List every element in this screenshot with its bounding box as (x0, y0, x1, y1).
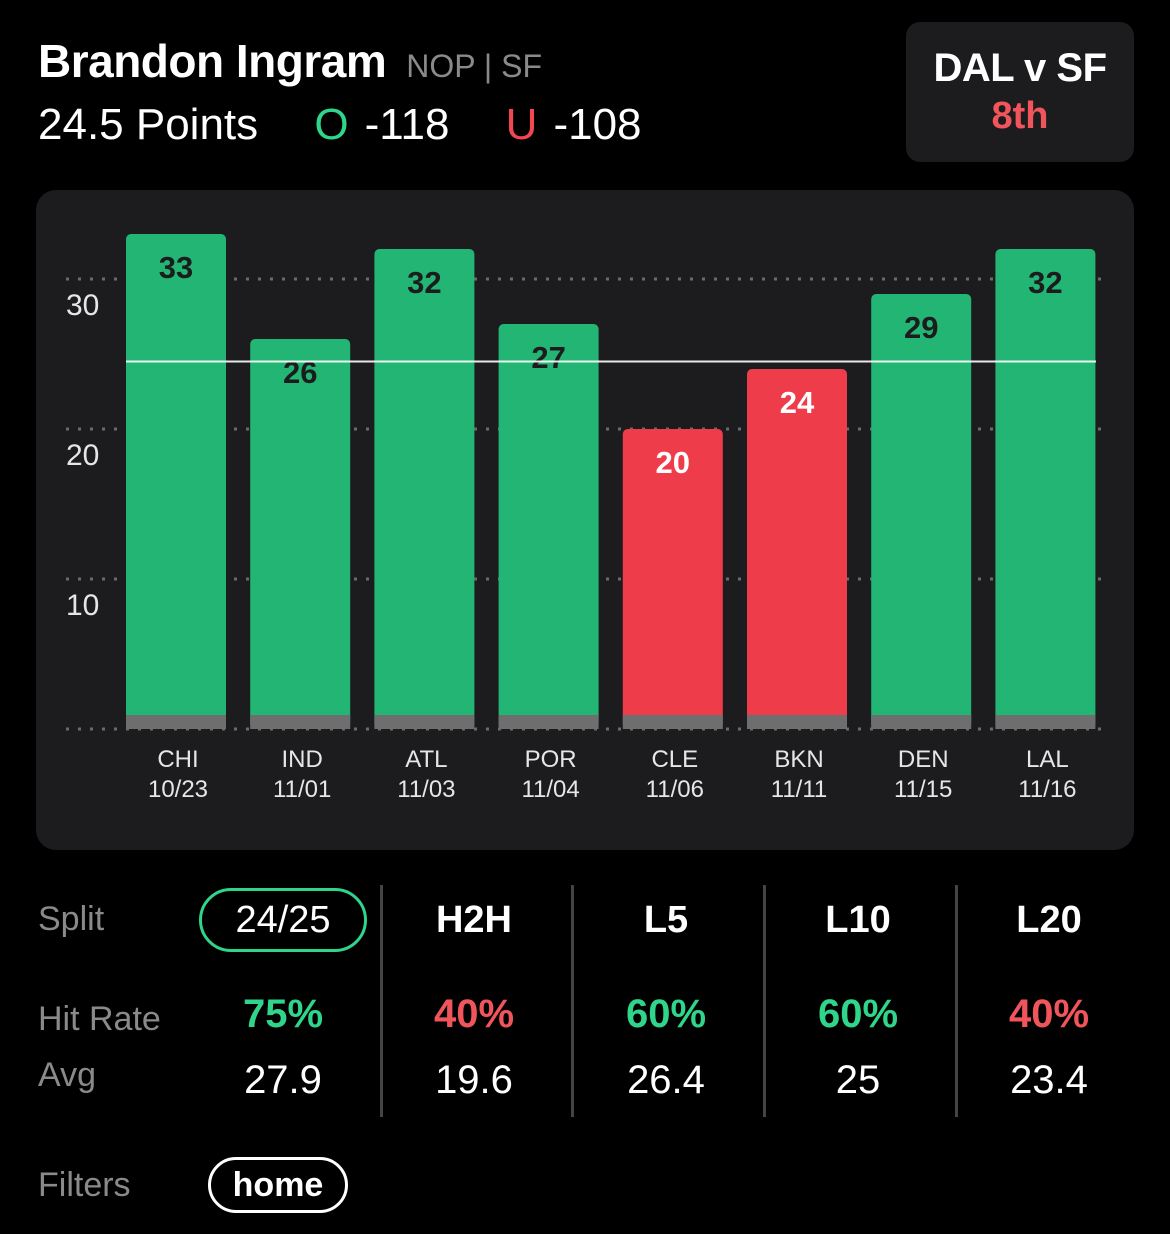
avg-value: 23.4 (1010, 1058, 1088, 1102)
over-odds[interactable]: -118 (364, 100, 450, 149)
filters-label: Filters (38, 1166, 131, 1204)
x-date-label: 11/03 (397, 776, 455, 803)
y-tick-label: 20 (66, 439, 99, 472)
split-stats: Split Hit Rate Avg 24/25 75% 27.9 H2H 40% 19.… (0, 880, 1170, 1120)
player-name: Brandon Ingram (38, 35, 387, 87)
split-column-l5: L5 60% 26.4 (570, 880, 762, 1102)
bar-base (871, 715, 972, 729)
split-tab-h2h[interactable]: H2H (435, 899, 513, 941)
avg-value: 26.4 (627, 1058, 705, 1102)
bar-base (498, 715, 599, 729)
x-date-label: 11/11 (771, 776, 828, 803)
avg-label: Avg (38, 1056, 96, 1094)
x-date-label: 11/04 (521, 776, 579, 803)
bar-chi (126, 234, 226, 729)
column-divider (955, 885, 958, 1117)
hit-rate-value: 40% (1008, 992, 1090, 1036)
hit-rate-value: 40% (433, 992, 515, 1036)
bar-lal (995, 249, 1096, 729)
x-date-label: 11/16 (1018, 776, 1076, 803)
x-date-label: 11/15 (894, 776, 952, 803)
team-info: NOP | SF (406, 48, 542, 84)
game-matchup: DAL v SF (933, 46, 1107, 90)
bar-base (747, 715, 847, 729)
chart-card: 10 20 30 33 CHI 10/23 26 IND 11/01 32 ATL 11/03 27 PO… (36, 190, 1134, 850)
bar-den (871, 294, 972, 729)
x-category-label: POR (525, 746, 577, 773)
bar-value-label: 24 (780, 385, 815, 420)
x-date-label: 11/06 (646, 776, 704, 803)
x-category-label: IND (282, 746, 323, 773)
bar-atl (374, 249, 475, 729)
x-category-label: BKN (774, 746, 823, 773)
x-date-label: 10/23 (148, 776, 208, 803)
header: Brandon Ingram NOP | SF (38, 34, 542, 88)
bar-value-label: 29 (904, 310, 938, 345)
avg-value: 19.6 (435, 1058, 513, 1102)
bar-base (250, 715, 351, 729)
bar-value-label: 26 (283, 355, 317, 390)
split-column-l20: L20 40% 23.4 (953, 880, 1145, 1102)
x-category-label: CLE (651, 746, 698, 773)
split-tab-l10[interactable]: L10 (825, 899, 891, 941)
split-column-24-25: 24/25 75% 27.9 (187, 880, 379, 1102)
split-tab-l5[interactable]: L5 (643, 899, 689, 941)
x-category-label: ATL (405, 746, 447, 773)
split-column-l10: L10 60% 25 (762, 880, 954, 1102)
game-log-chart: 10 20 30 33 CHI 10/23 26 IND 11/01 32 ATL 11/03 27 PO… (66, 234, 1104, 803)
game-period: 8th (991, 95, 1049, 137)
bar-value-label: 32 (407, 265, 441, 300)
prop-line: 24.5 Points (38, 100, 259, 149)
under-odds[interactable]: -108 (553, 100, 642, 149)
hit-rate-label: Hit Rate (38, 1000, 161, 1038)
x-category-label: DEN (898, 746, 949, 773)
game-status-box[interactable]: DAL v SF 8th (906, 22, 1134, 162)
split-column-h2h: H2H 40% 19.6 (378, 880, 570, 1102)
split-tab-l20[interactable]: L20 (1016, 899, 1082, 941)
bar-value-label: 32 (1028, 265, 1062, 300)
x-date-label: 11/01 (273, 776, 331, 803)
hit-rate-value: 75% (242, 992, 324, 1036)
avg-value: 27.9 (244, 1058, 322, 1102)
bar-value-label: 20 (656, 445, 690, 480)
bar-ind (250, 339, 351, 729)
y-tick-label: 30 (66, 289, 99, 322)
bar-por (498, 324, 599, 729)
bar-value-label: 27 (531, 340, 565, 375)
column-divider (763, 885, 766, 1117)
bar-cle (622, 429, 723, 729)
under-label[interactable]: U (505, 100, 538, 149)
prop-line-row: 24.5 Points O -118 U -108 (38, 100, 642, 150)
column-divider (380, 885, 383, 1117)
split-label: Split (38, 900, 105, 938)
bar-bkn (747, 369, 847, 729)
y-tick-label: 10 (66, 589, 99, 622)
x-category-label: LAL (1026, 746, 1069, 773)
bar-base (126, 715, 226, 729)
hit-rate-value: 60% (817, 992, 899, 1036)
over-label[interactable]: O (314, 100, 349, 149)
bar-value-label: 33 (159, 250, 193, 285)
avg-value: 25 (835, 1058, 881, 1102)
bar-base (622, 715, 723, 729)
hit-rate-value: 60% (625, 992, 707, 1036)
bar-base (995, 715, 1096, 729)
x-category-label: CHI (157, 746, 198, 773)
column-divider (571, 885, 574, 1117)
split-tab-24-25[interactable]: 24/25 (199, 888, 367, 952)
filter-chip-home[interactable]: home (208, 1157, 348, 1213)
bar-base (374, 715, 475, 729)
